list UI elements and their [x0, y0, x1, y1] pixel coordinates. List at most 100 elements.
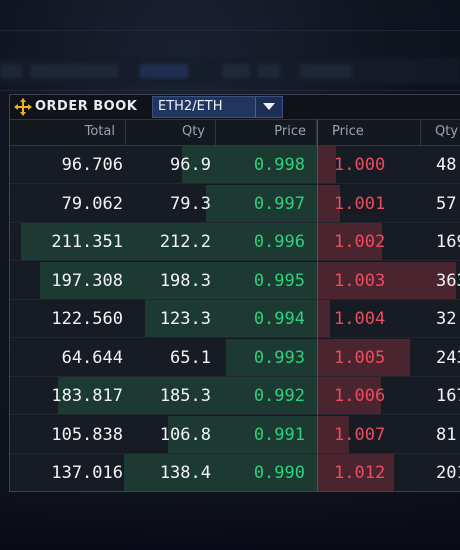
ask-price-cell: 1.012: [334, 463, 386, 483]
order-row[interactable]: 96.706 96.9 0.998 1.000 48: [10, 146, 460, 184]
row-separator: [10, 491, 460, 492]
pair-dropdown-toggle[interactable]: [255, 97, 282, 117]
bid-total-cell: 96.706: [61, 155, 123, 175]
order-row[interactable]: 197.308 198.3 0.995 1.003 363: [10, 261, 460, 300]
ask-qty-cell: 32: [436, 309, 457, 329]
row-separator: [10, 221, 460, 223]
background-chip: [30, 64, 118, 78]
ask-depth-bar: [318, 146, 337, 184]
row-separator: [10, 452, 460, 454]
row-separator: [10, 183, 460, 184]
ask-qty-cell: 167: [436, 386, 460, 406]
bid-qty-cell: 106.8: [159, 424, 211, 445]
bid-total-cell: 197.308: [51, 270, 123, 291]
bid-depth-bar: [206, 184, 317, 223]
bid-qty-cell: 198.3: [159, 270, 211, 291]
ask-qty-cell: 57: [436, 193, 457, 214]
header-bid-total[interactable]: Total: [10, 119, 126, 145]
bid-depth-bar: [20, 223, 317, 261]
bid-depth-bar: [181, 146, 317, 184]
bid-price-cell: 0.998: [253, 155, 305, 175]
bid-qty-cell: 79.3: [170, 193, 211, 214]
background-divider: [0, 90, 460, 91]
ask-price-cell: 1.003: [334, 270, 386, 291]
panel-titlebar[interactable]: ORDER BOOK ETH2/ETH: [10, 95, 460, 120]
bid-total-cell: 122.560: [51, 309, 123, 329]
bid-price-cell: 0.990: [253, 463, 305, 483]
bid-depth-bar: [58, 377, 317, 415]
ask-price-cell: 1.002: [334, 232, 386, 252]
ask-price-cell: 1.005: [334, 347, 386, 368]
panel-title: ORDER BOOK: [35, 99, 138, 114]
bid-total-cell: 105.838: [51, 424, 123, 445]
ask-qty-cell: 48: [436, 155, 457, 175]
bid-price-cell: 0.993: [253, 347, 305, 368]
ask-qty-cell: 81: [436, 424, 457, 445]
header-bid-qty[interactable]: Qty: [126, 119, 216, 145]
order-book-panel: ORDER BOOK ETH2/ETH Total Qty Price Pric…: [9, 94, 460, 492]
background-chip: [258, 64, 280, 78]
ask-depth-bar: [318, 223, 383, 261]
background-chip: [300, 64, 352, 78]
ask-qty-cell: 169: [436, 232, 460, 252]
header-ask-qty[interactable]: Qty: [435, 124, 459, 139]
ask-price-cell: 1.001: [334, 193, 386, 214]
bid-price-cell: 0.996: [253, 232, 305, 252]
bid-qty-cell: 96.9: [170, 155, 211, 175]
background-shadow: [0, 495, 460, 550]
background-chip: [222, 64, 250, 78]
bid-price-cell: 0.997: [253, 193, 305, 214]
ask-qty-cell: 243: [436, 347, 460, 368]
header-ask-price[interactable]: Price: [318, 119, 421, 145]
ask-depth-bar: [318, 261, 456, 300]
bid-price-cell: 0.994: [253, 309, 305, 329]
bid-total-cell: 183.817: [51, 386, 123, 406]
order-row[interactable]: 211.351 212.2 0.996 1.002 169: [10, 223, 460, 261]
chevron-down-icon: [263, 103, 275, 110]
order-row[interactable]: 64.644 65.1 0.993 1.005 243: [10, 338, 460, 377]
background-toolbar: [0, 58, 460, 84]
bid-qty-cell: 138.4: [159, 463, 211, 483]
order-row[interactable]: 137.016 138.4 0.990 1.012 201: [10, 454, 460, 492]
bid-depth-bar: [226, 338, 317, 377]
background-chip: [0, 64, 22, 78]
order-row[interactable]: 79.062 79.3 0.997 1.001 57: [10, 184, 460, 223]
order-row[interactable]: 122.560 123.3 0.994 1.004 32: [10, 300, 460, 338]
bid-price-cell: 0.995: [253, 270, 305, 291]
row-separator: [10, 337, 460, 338]
bid-qty-cell: 185.3: [159, 386, 211, 406]
row-separator: [10, 260, 460, 261]
bid-depth-bar: [123, 454, 317, 491]
ask-depth-bar: [318, 184, 340, 223]
bid-qty-cell: 65.1: [170, 347, 211, 368]
ask-price-cell: 1.007: [334, 424, 386, 445]
bid-price-cell: 0.992: [253, 386, 305, 406]
ask-price-cell: 1.004: [334, 309, 386, 329]
ask-depth-bar: [318, 454, 395, 491]
ask-depth-bar: [318, 338, 411, 377]
bid-total-cell: 64.644: [61, 347, 123, 368]
bid-total-cell: 211.351: [51, 232, 123, 252]
ask-price-cell: 1.006: [334, 386, 386, 406]
bid-price-cell: 0.991: [253, 424, 305, 445]
background-chip: [140, 64, 188, 78]
bid-total-cell: 79.062: [61, 193, 123, 214]
ask-qty-cell: 363: [436, 270, 460, 291]
bid-total-cell: 137.016: [51, 463, 123, 483]
order-row[interactable]: 183.817 185.3 0.992 1.006 167: [10, 377, 460, 415]
bid-qty-cell: 212.2: [159, 232, 211, 252]
background-divider: [0, 30, 460, 31]
order-row[interactable]: 105.838 106.8 0.991 1.007 81: [10, 415, 460, 454]
pair-dropdown[interactable]: ETH2/ETH: [152, 96, 283, 118]
row-separator: [10, 375, 460, 377]
ask-price-cell: 1.000: [334, 155, 386, 175]
pair-selected-value: ETH2/ETH: [158, 99, 223, 114]
bid-qty-cell: 123.3: [159, 309, 211, 329]
row-separator: [10, 414, 460, 415]
bid-depth-bar: [144, 300, 317, 338]
move-icon[interactable]: [14, 98, 32, 116]
header-bid-price[interactable]: Price: [216, 119, 317, 145]
bid-depth-bar: [40, 261, 317, 300]
bid-depth-bar: [167, 415, 317, 454]
ask-depth-bar: [318, 300, 331, 338]
